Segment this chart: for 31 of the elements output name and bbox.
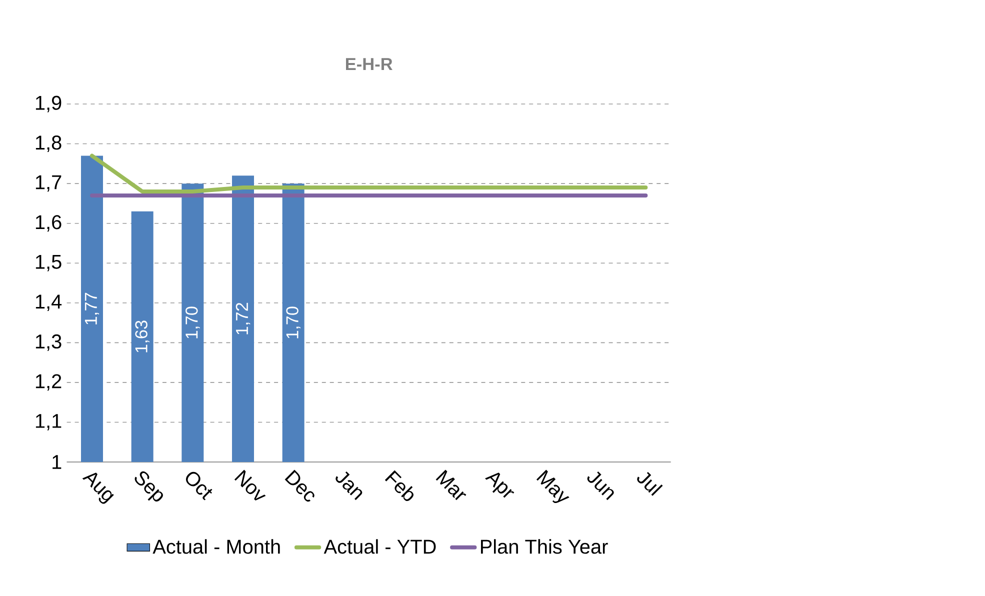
y-tick-label: 1,3	[36, 334, 62, 351]
x-tick-label: Aug	[82, 472, 114, 504]
x-tick-label: Mar	[436, 470, 466, 500]
legend-label: Actual - YTD	[324, 539, 436, 554]
x-tick-label: Dec	[284, 470, 314, 502]
chart-title: E-H-R	[346, 58, 392, 70]
legend-label: Actual - Month	[152, 539, 280, 554]
y-tick-label: 1,5	[36, 254, 62, 272]
data-label: 1,70	[186, 306, 200, 338]
x-tick-label: Oct	[186, 472, 212, 500]
x-tick-label: Feb	[384, 470, 414, 502]
x-tick-label: Jul	[637, 472, 663, 496]
y-tick-label: 1,7	[36, 175, 62, 192]
data-label: 1,70	[286, 306, 300, 338]
y-tick-label: 1,8	[36, 136, 62, 152]
x-tick-label: Apr	[485, 472, 514, 498]
y-tick-label: 1,9	[36, 96, 62, 112]
y-tick-label: 1,4	[36, 294, 62, 312]
y-tick-label: 1,1	[36, 414, 62, 430]
x-tick-label: Sep	[134, 471, 163, 502]
data-label: 1,63	[135, 320, 150, 352]
x-tick-label: Jan	[336, 471, 362, 500]
y-tick-label: 1,2	[36, 374, 62, 391]
y-tick-label: 1	[52, 455, 62, 469]
y-tick-label: 1,6	[36, 215, 62, 232]
data-label: 1,77	[84, 292, 100, 324]
x-tick-label: Nov	[234, 470, 266, 501]
x-tick-label: May	[536, 470, 570, 504]
data-label: 1,72	[236, 302, 250, 334]
legend-label: Plan This Year	[480, 539, 608, 554]
x-tick-label: Jun	[587, 471, 614, 500]
